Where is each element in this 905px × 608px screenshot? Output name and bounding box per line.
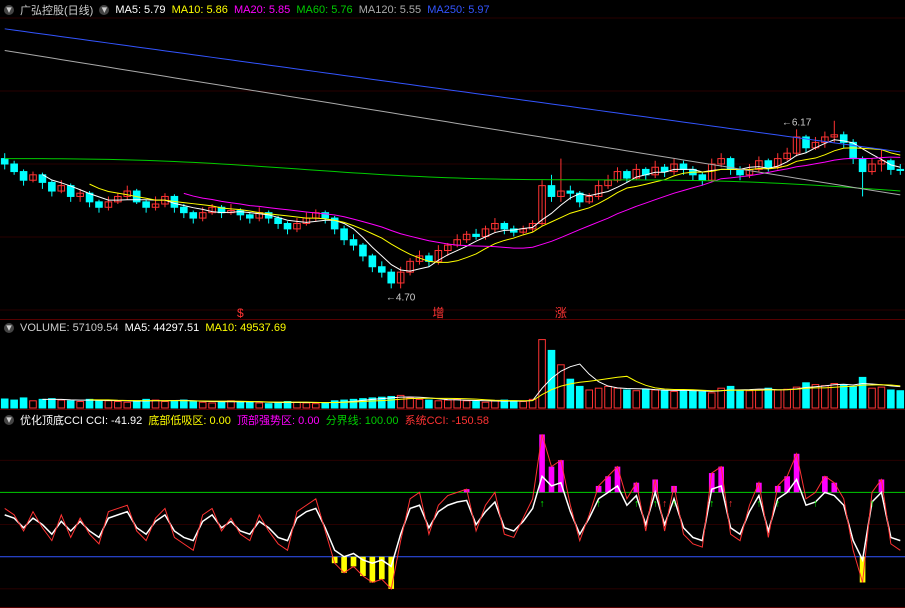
volume-header: ▾ VOLUME: 57109.54 MA5: 44297.51 MA10: 4… bbox=[4, 322, 286, 334]
svg-text:↑: ↑ bbox=[653, 498, 658, 509]
svg-text:↑: ↑ bbox=[870, 498, 875, 509]
price-panel: ▾ 广弘控股(日线) ▾ MA5: 5.79 MA10: 5.86 MA20: … bbox=[0, 0, 905, 320]
svg-text:$: $ bbox=[237, 306, 244, 320]
chevron-down-icon[interactable]: ▾ bbox=[4, 323, 14, 333]
svg-text:↑: ↑ bbox=[596, 498, 601, 509]
chevron-down-icon[interactable]: ▾ bbox=[4, 415, 14, 425]
chart-title: 广弘控股(日线) bbox=[20, 2, 93, 18]
svg-text:←4.70: ←4.70 bbox=[386, 292, 416, 303]
price-header: ▾ 广弘控股(日线) ▾ MA5: 5.79 MA10: 5.86 MA20: … bbox=[4, 2, 490, 18]
cci-chart[interactable]: ↑ ↑ ↑ ↑ ↑ ↑ ↑ ↑ ↑ ↑ ↑ ↑ bbox=[0, 410, 905, 608]
cci-header: ▾ 优化顶底CCI CCI: -41.92 底部低吸区: 0.00 顶部强势区:… bbox=[4, 412, 489, 428]
svg-text:↑: ↑ bbox=[728, 498, 733, 509]
cci-panel: ▾ 优化顶底CCI CCI: -41.92 底部低吸区: 0.00 顶部强势区:… bbox=[0, 410, 905, 608]
svg-text:↑: ↑ bbox=[662, 498, 667, 509]
volume-panel: ▾ VOLUME: 57109.54 MA5: 44297.51 MA10: 4… bbox=[0, 320, 905, 410]
svg-text:增: 增 bbox=[432, 306, 444, 320]
svg-text:↑: ↑ bbox=[756, 498, 761, 509]
svg-text:↑: ↑ bbox=[672, 498, 677, 509]
chevron-down-icon[interactable]: ▾ bbox=[99, 5, 109, 15]
svg-text:↑: ↑ bbox=[709, 498, 714, 509]
svg-text:↑: ↑ bbox=[634, 498, 639, 509]
svg-text:↑: ↑ bbox=[775, 498, 780, 509]
svg-text:←6.17: ←6.17 bbox=[782, 117, 812, 128]
svg-text:↑: ↑ bbox=[813, 498, 818, 509]
svg-text:涨: 涨 bbox=[555, 305, 567, 320]
chevron-down-icon[interactable]: ▾ bbox=[4, 5, 14, 15]
svg-text:↑: ↑ bbox=[540, 498, 545, 509]
price-chart[interactable]: ←4.70 ←6.17 $ 增 涨 bbox=[0, 0, 905, 320]
